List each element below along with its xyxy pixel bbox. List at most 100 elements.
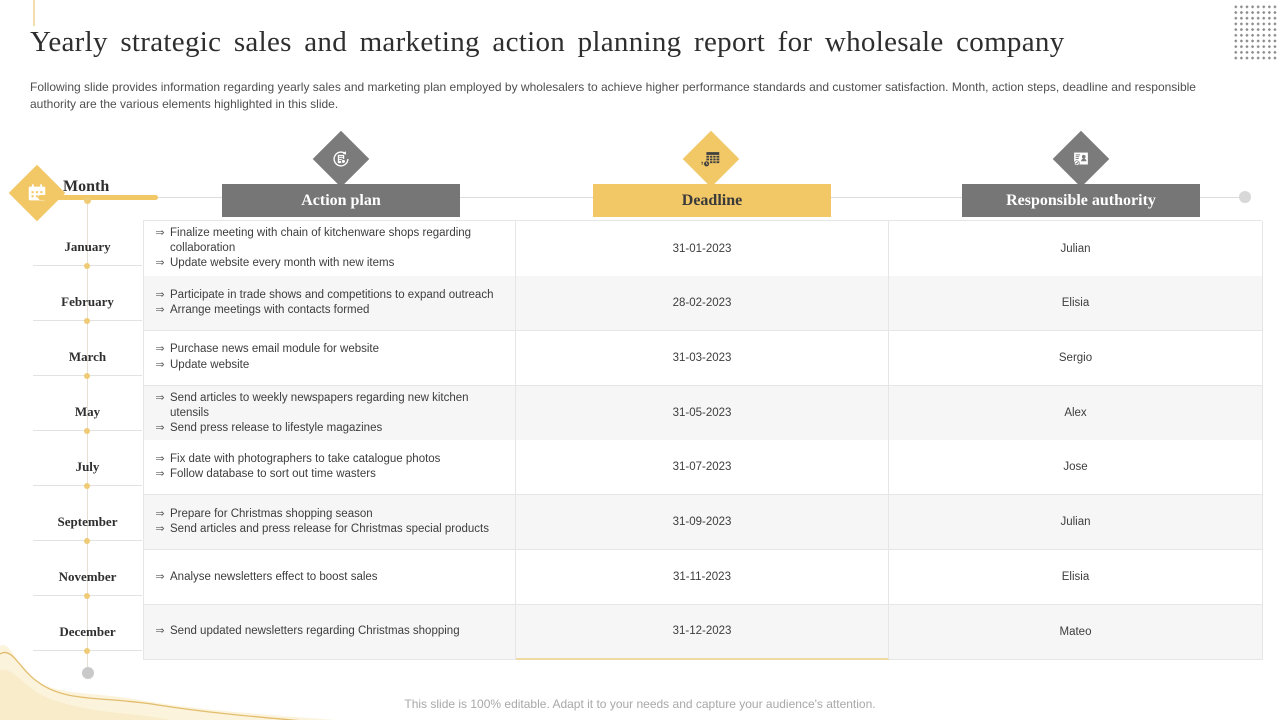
axis-end-dot xyxy=(1239,191,1251,203)
timeline-month-item: September xyxy=(27,514,148,546)
action-plan-cell: ⇒ Purchase news email module for website ⇒… xyxy=(144,330,516,386)
action-item-text: Update website every month with new item… xyxy=(170,257,395,270)
action-item-text: Prepare for Christmas shopping season xyxy=(170,508,373,521)
id-card-icon xyxy=(1070,148,1092,170)
action-item-text: Arrange meetings with contacts formed xyxy=(170,303,370,316)
timeline-month-label: November xyxy=(58,568,117,584)
action-plan-cell: ⇒ Fix date with photographers to take cat… xyxy=(144,440,516,496)
table-row: ⇒ Finalize meeting with chain of kitchenw… xyxy=(144,221,1263,278)
timeline-dot xyxy=(84,263,90,270)
deadline-cell: 31-12-2023 xyxy=(516,605,889,660)
calendar-icon xyxy=(26,182,48,204)
action-item: ⇒ Participate in trade shows and competit… xyxy=(150,288,507,303)
table-row: ⇒ Send updated newsletters regarding Chri… xyxy=(144,605,1263,660)
double-arrow-icon: ⇒ xyxy=(155,421,165,434)
table-row: ⇒ Participate in trade shows and competit… xyxy=(144,275,1263,331)
action-item: ⇒ Fix date with photographers to take cat… xyxy=(150,452,507,467)
deadline-cell: 31-01-2023 xyxy=(516,221,889,278)
action-item: ⇒ Purchase news email module for website xyxy=(150,342,507,357)
action-item: ⇒ Send press release to lifestyle magazin… xyxy=(150,421,507,436)
deadline-cell: 31-05-2023 xyxy=(516,385,889,443)
table-row: ⇒ Send articles to weekly newspapers rega… xyxy=(144,385,1263,443)
timeline-month-label: January xyxy=(64,239,111,255)
dot-grid-decoration xyxy=(1233,4,1278,61)
action-item: ⇒ Send articles and press release for Chr… xyxy=(150,522,507,537)
timeline-dot xyxy=(84,592,90,599)
timeline-dot xyxy=(84,373,90,380)
action-item-text: Finalize meeting with chain of kitchenwa… xyxy=(170,227,472,255)
corner-accent-line xyxy=(33,0,35,26)
responsible-cell: Jose xyxy=(889,440,1263,496)
timeline-dot xyxy=(84,482,90,489)
action-item-text: Participate in trade shows and competiti… xyxy=(170,288,494,301)
action-item: ⇒ Send articles to weekly newspapers rega… xyxy=(150,391,507,421)
column-header-responsible: Responsible authority xyxy=(962,184,1200,217)
timeline-end-dot xyxy=(82,667,94,679)
double-arrow-icon: ⇒ xyxy=(155,453,165,466)
double-arrow-icon: ⇒ xyxy=(155,570,165,583)
action-item-text: Send articles to weekly newspapers regar… xyxy=(170,391,469,419)
double-arrow-icon: ⇒ xyxy=(155,257,165,270)
timeline-month-label: July xyxy=(75,458,100,474)
double-arrow-icon: ⇒ xyxy=(155,303,165,316)
action-item: ⇒ Update website xyxy=(150,358,507,373)
action-item: ⇒ Arrange meetings with contacts formed xyxy=(150,303,507,318)
responsible-cell: Mateo xyxy=(889,605,1263,660)
double-arrow-icon: ⇒ xyxy=(155,288,165,301)
timeline-dot xyxy=(84,318,90,325)
double-arrow-icon: ⇒ xyxy=(155,625,165,638)
timeline-start-dot xyxy=(84,197,91,204)
double-arrow-icon: ⇒ xyxy=(155,358,165,371)
action-item: ⇒ Prepare for Christmas shopping season xyxy=(150,507,507,522)
double-arrow-icon: ⇒ xyxy=(155,523,165,536)
action-plan-cell: ⇒ Participate in trade shows and competit… xyxy=(144,275,516,331)
responsible-cell: Sergio xyxy=(889,330,1263,386)
timeline-line xyxy=(87,200,88,668)
action-item-text: Fix date with photographers to take cata… xyxy=(170,453,441,466)
action-item: ⇒ Finalize meeting with chain of kitchenw… xyxy=(150,226,507,256)
deadline-cell: 31-03-2023 xyxy=(516,330,889,386)
timeline-month-label: December xyxy=(59,623,116,639)
footer-note: This slide is 100% editable. Adapt it to… xyxy=(404,697,876,711)
double-arrow-icon: ⇒ xyxy=(155,391,165,404)
timeline-dot xyxy=(84,428,90,435)
action-plan-cell: ⇒ Prepare for Christmas shopping season ⇒ S… xyxy=(144,495,516,551)
responsible-cell: Alex xyxy=(889,385,1263,443)
table-row: ⇒ Purchase news email module for website ⇒… xyxy=(144,330,1263,386)
timeline-month-item: May xyxy=(27,404,148,436)
timeline-month-label: February xyxy=(61,294,114,310)
timeline-dot xyxy=(84,647,90,654)
table-row: ⇒ Fix date with photographers to take cat… xyxy=(144,440,1263,496)
timeline-month-item: July xyxy=(27,459,148,491)
action-item: ⇒ Follow database to sort out time waster… xyxy=(150,467,507,482)
deadline-cell: 28-02-2023 xyxy=(516,275,889,331)
action-item-text: Analyse newsletters effect to boost sale… xyxy=(170,570,378,583)
action-item-text: Send press release to lifestyle magazine… xyxy=(170,421,383,434)
refresh-document-icon xyxy=(330,148,352,170)
timeline-month-item: February xyxy=(27,294,148,326)
action-item-text: Send updated newsletters regarding Chris… xyxy=(170,625,460,638)
table-row: ⇒ Prepare for Christmas shopping season ⇒ S… xyxy=(144,495,1263,551)
column-header-action-plan: Action plan xyxy=(222,184,460,217)
timeline-month-label: September xyxy=(57,513,118,529)
action-item-text: Update website xyxy=(170,358,250,371)
deadline-cell: 31-07-2023 xyxy=(516,440,889,496)
action-plan-cell: ⇒ Send updated newsletters regarding Chri… xyxy=(144,605,516,660)
responsible-cell: Julian xyxy=(889,495,1263,551)
responsible-cell: Elisia xyxy=(889,275,1263,331)
timeline-month-item: November xyxy=(27,569,148,601)
action-plan-cell: ⇒ Analyse newsletters effect to boost sal… xyxy=(144,550,516,606)
table-row: ⇒ Analyse newsletters effect to boost sal… xyxy=(144,550,1263,606)
timeline-dot xyxy=(84,537,90,544)
action-item-text: Send articles and press release for Chri… xyxy=(170,523,489,536)
double-arrow-icon: ⇒ xyxy=(155,468,165,481)
responsible-cell: Elisia xyxy=(889,550,1263,606)
action-item: ⇒ Analyse newsletters effect to boost sal… xyxy=(150,570,507,585)
timeline-month-label: May xyxy=(74,404,101,420)
action-plan-cell: ⇒ Finalize meeting with chain of kitchenw… xyxy=(144,221,516,278)
action-item-text: Follow database to sort out time wasters xyxy=(170,468,376,481)
action-item: ⇒ Update website every month with new ite… xyxy=(150,256,507,271)
column-header-deadline: Deadline xyxy=(593,184,831,217)
wave-decoration xyxy=(0,645,360,720)
